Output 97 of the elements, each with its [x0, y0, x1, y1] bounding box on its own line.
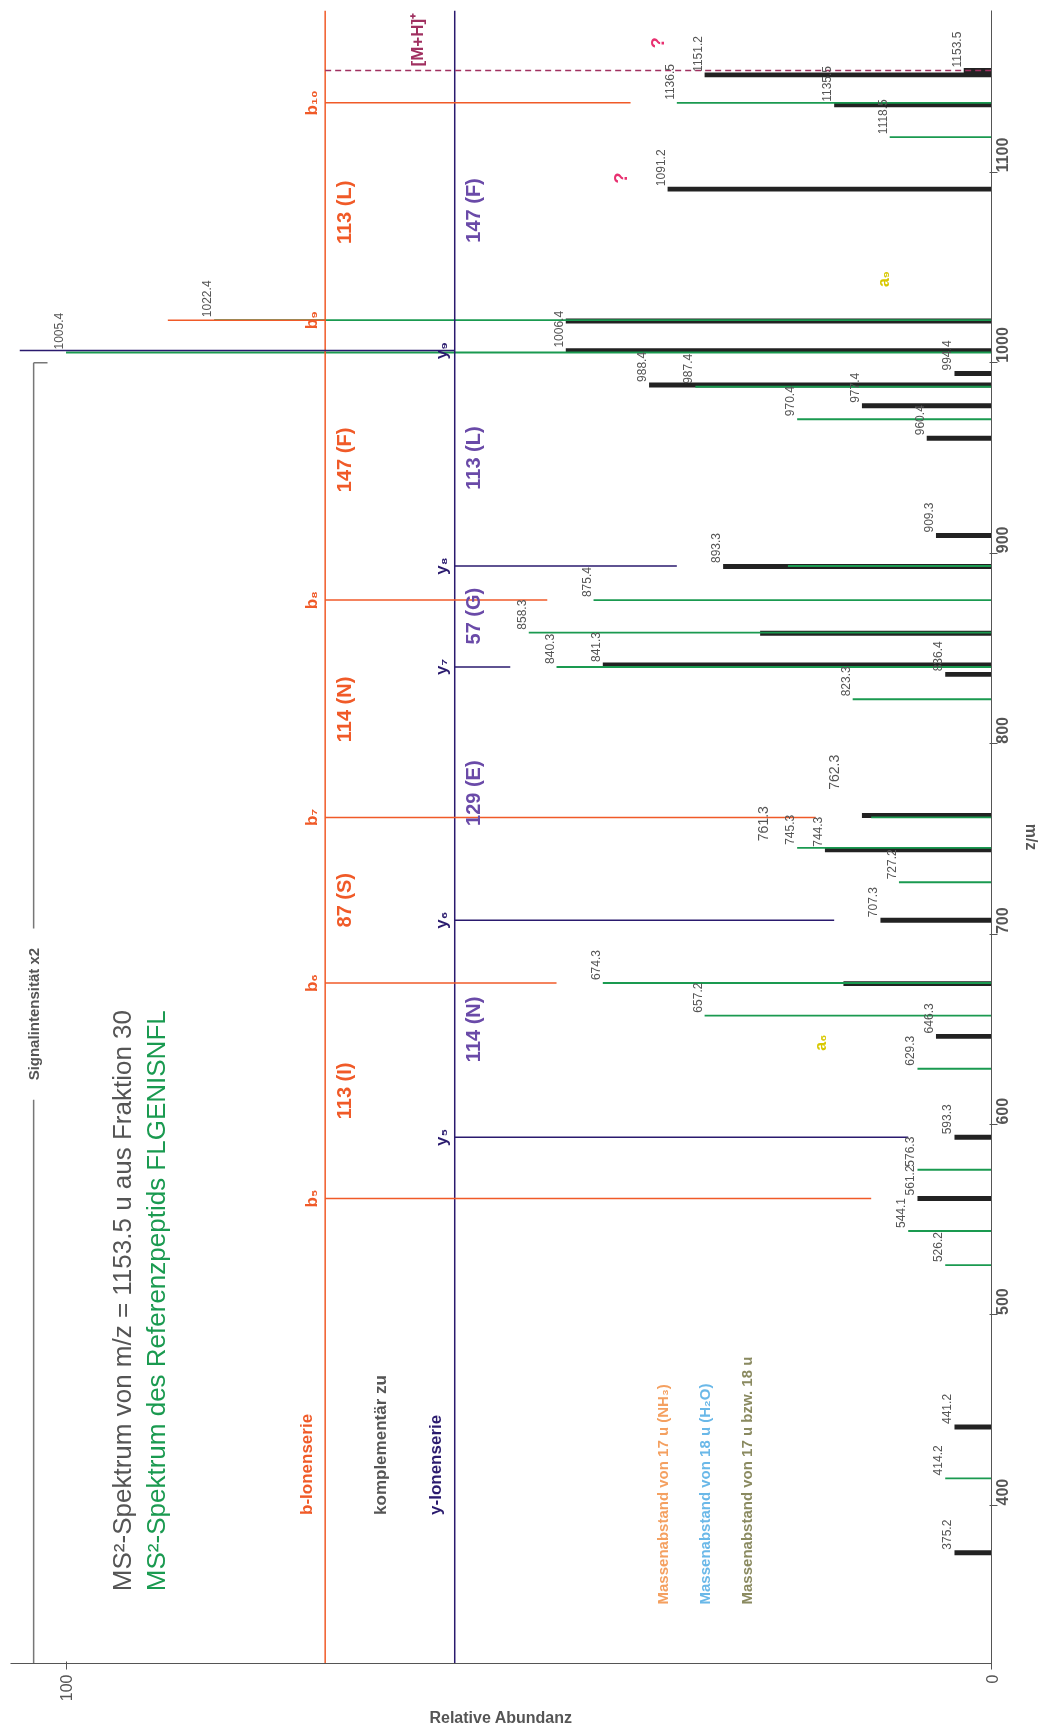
- annotation: 114 (N): [332, 676, 355, 743]
- annotation: 858.3: [514, 599, 529, 630]
- annotation: Massenabstand von 17 u (NH₃): [654, 1384, 672, 1605]
- annotation: 1151.2: [690, 35, 705, 72]
- y-tick-label: 1100: [994, 137, 1012, 173]
- annotation: 970.4: [783, 385, 798, 417]
- annotation: 87 (S): [332, 872, 355, 928]
- ref-line-label: b-Ionenserie: [296, 1413, 316, 1515]
- bar: [954, 1134, 992, 1140]
- annotation: 1005.4: [52, 312, 67, 350]
- annotation: 674.3: [588, 949, 603, 981]
- x-axis-title: Relative Abundanz: [429, 1709, 572, 1727]
- annotation: Massenabstand von 18 u (H₂O): [696, 1383, 714, 1605]
- y-tick-label: 1000: [994, 327, 1012, 363]
- ref-line-label: b₆: [302, 974, 322, 993]
- text: MS²-Spektrum des Referenzpeptids FLGENISNFL: [140, 1010, 171, 1592]
- annotation: 745.3: [783, 814, 798, 845]
- ref-line-label: b₅: [302, 1189, 322, 1208]
- ref-line-label: b₇: [302, 808, 322, 826]
- annotation: 657.2: [690, 982, 705, 1013]
- annotation: 707.3: [866, 886, 881, 918]
- annotation: 646.3: [921, 1003, 936, 1034]
- annotation: 1006.4: [551, 310, 566, 348]
- annotation: 147 (F): [332, 427, 355, 493]
- annotation: 1135.5: [820, 65, 835, 102]
- annotation: 823.3: [838, 665, 853, 697]
- annotation: 744.3: [810, 816, 825, 847]
- annotation: 1153.5: [949, 31, 964, 68]
- ref-line-label: y₈: [432, 557, 452, 575]
- annotation: Signalintensität x2: [25, 947, 43, 1081]
- annotation: komplementär zu: [371, 1375, 391, 1515]
- ref-line-label: y₇: [432, 658, 452, 676]
- annotation: 1091.2: [653, 149, 668, 187]
- annotation: 840.3: [542, 633, 557, 664]
- annotation: 909.3: [921, 502, 936, 533]
- ref-line-label: [M+H]⁺: [408, 12, 428, 67]
- annotation: 987.4: [681, 353, 696, 384]
- annotation: 761.3: [754, 805, 771, 842]
- x-tick-label: 100: [58, 1674, 76, 1702]
- annotation: 629.3: [903, 1035, 918, 1066]
- annotation: 893.3: [709, 532, 724, 564]
- y-tick-label: 600: [994, 1097, 1012, 1125]
- annotation: 994.4: [940, 340, 955, 371]
- annotation: ?: [611, 172, 632, 184]
- y-tick-label: 500: [994, 1288, 1012, 1315]
- annotation: a₆: [811, 1034, 829, 1051]
- annotation: a₉: [874, 270, 892, 288]
- bar: [954, 371, 992, 376]
- bar: [945, 671, 992, 677]
- ref-line-label: y-Ionenserie: [426, 1414, 446, 1515]
- ref-line-label: b₈: [302, 590, 322, 610]
- y-tick-label: 400: [994, 1478, 1012, 1506]
- annotation: 129 (E): [462, 760, 485, 826]
- bar: [954, 1550, 992, 1556]
- bar: [926, 435, 992, 441]
- annotation: 1022.4: [200, 280, 215, 318]
- annotation: 114 (N): [462, 996, 485, 1063]
- y-tick-label: 900: [994, 526, 1012, 554]
- y-tick-label: 800: [994, 716, 1012, 744]
- annotation: 875.4: [579, 566, 594, 598]
- annotation: 414.2: [931, 1445, 946, 1476]
- annotation: 561.2: [903, 1165, 918, 1196]
- bar: [935, 533, 992, 539]
- annotation: 113 (L): [332, 180, 355, 245]
- annotation: 526.2: [931, 1231, 946, 1263]
- annotation: 836.4: [931, 641, 946, 672]
- annotation: 960.4: [912, 404, 927, 436]
- annotation: 977.4: [847, 372, 862, 403]
- annotation: 841.3: [588, 631, 603, 663]
- bar: [935, 1033, 992, 1039]
- x-tick-label: 0: [983, 1674, 1001, 1684]
- ref-line-label: y₉: [432, 342, 452, 360]
- annotation: Massenabstand von 17 u bzw. 18 u: [737, 1356, 755, 1605]
- ref-line-label: y₅: [432, 1128, 452, 1146]
- annotation: 576.3: [903, 1136, 918, 1167]
- annotation: 988.4: [635, 351, 650, 382]
- annotation: 113 (I): [332, 1062, 355, 1120]
- annotation: 147 (F): [462, 178, 485, 243]
- bar: [667, 186, 992, 192]
- annotation: 727.2: [884, 848, 899, 880]
- bar: [917, 1195, 992, 1201]
- annotation: 57 (G): [462, 587, 485, 645]
- ref-line-label: b₁₀: [302, 90, 322, 116]
- annotation: 1118.5: [875, 98, 890, 135]
- annotation: 113 (L): [462, 426, 485, 490]
- annotation: 441.2: [940, 1393, 955, 1424]
- text: MS²-Spektrum von m/z = 1153.5 u aus Fraktion 30: [106, 1009, 137, 1592]
- y-axis-title: m/z: [1022, 823, 1040, 851]
- bar: [880, 917, 992, 923]
- annotation: 544.1: [894, 1197, 909, 1229]
- annotation: 1136.5: [662, 63, 677, 100]
- annotation: ?: [648, 37, 669, 49]
- ref-line-label: y₆: [432, 911, 452, 929]
- y-tick-label: 700: [994, 907, 1012, 935]
- annotation: 593.3: [940, 1103, 955, 1135]
- annotation: 375.2: [940, 1519, 955, 1550]
- annotation: 762.3: [826, 754, 843, 790]
